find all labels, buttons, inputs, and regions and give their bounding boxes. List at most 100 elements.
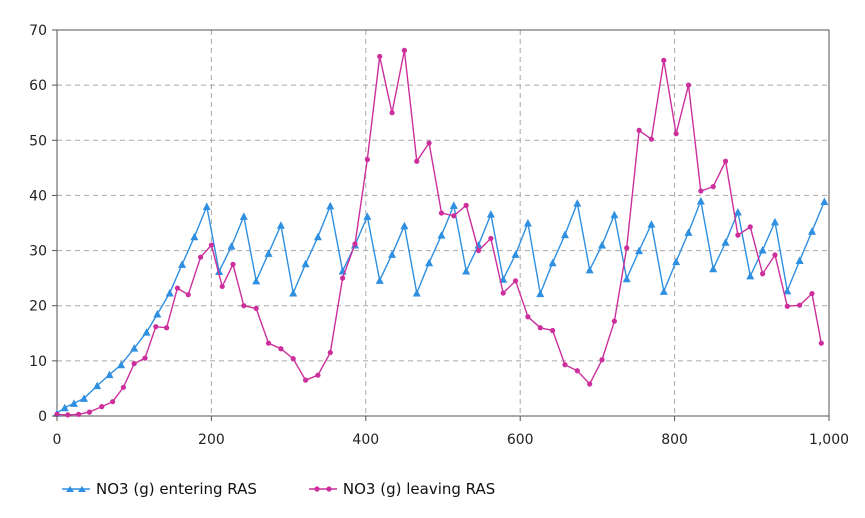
x-tick-label: 800: [661, 432, 688, 448]
series-1-point: [820, 197, 829, 205]
series-2-point: [525, 314, 531, 320]
series-2-point: [290, 356, 296, 362]
series-1-point: [462, 266, 471, 275]
series-1-point: [499, 275, 508, 283]
series-1-point: [808, 227, 817, 235]
series-2-point: [241, 303, 247, 309]
series-2-point: [109, 399, 116, 405]
series-1-point: [758, 246, 767, 254]
series-2-point: [253, 305, 259, 312]
series-1-point: [239, 212, 248, 220]
series-2-point: [587, 381, 593, 387]
chart-plot-svg: 0 10 20 30 40 50 60 70 0 200 400 600 800 1,000: [29, 23, 849, 448]
series-1-point: [60, 403, 69, 412]
series-1-point: [153, 309, 162, 318]
series-1-point: [412, 289, 421, 297]
series-2-point: [131, 361, 137, 367]
series-2-point: [414, 158, 420, 164]
series-2-point: [747, 224, 753, 230]
y-tick-label: 10: [29, 354, 47, 370]
series-2-point: [174, 285, 181, 291]
series-1-point: [80, 394, 89, 402]
x-tick-label: 0: [53, 432, 62, 448]
series-2-point: [99, 404, 105, 410]
series-1-point: [93, 381, 102, 390]
series-2-point: [611, 318, 617, 324]
series-2-point: [500, 290, 506, 296]
series-2-point: [142, 355, 148, 361]
series-1-point: [635, 246, 644, 255]
series-2-point: [488, 235, 494, 242]
series-1-point: [783, 286, 792, 295]
series-2-point: [278, 346, 284, 352]
series-1-point: [400, 221, 409, 230]
series-2-point: [265, 340, 272, 346]
series-2-point: [685, 82, 692, 88]
series-1-point: [449, 201, 458, 209]
series-2-point: [698, 188, 704, 194]
series-1-point: [142, 328, 151, 336]
series-2-point: [463, 202, 469, 208]
series-1-point: [202, 202, 211, 210]
series-1-point: [721, 238, 730, 246]
y-tick-label: 0: [38, 409, 47, 425]
series-1-point: [548, 258, 557, 267]
series-2-point: [537, 325, 543, 331]
series-1-point: [474, 241, 483, 249]
series-1-point: [425, 258, 434, 267]
series-layer: [53, 47, 829, 418]
series-2-point: [562, 362, 568, 368]
series-1-point: [130, 344, 139, 352]
series-1-point: [313, 232, 322, 241]
series-2-point: [809, 290, 815, 297]
series-1-point: [610, 210, 619, 219]
series-1-point: [573, 199, 582, 207]
y-tick-label: 50: [29, 133, 47, 149]
series-1-point: [437, 231, 446, 239]
x-tick-label: 400: [352, 432, 379, 448]
series-2-point: [818, 340, 824, 346]
series-1-point: [696, 196, 705, 205]
series-2-point: [512, 278, 519, 284]
series-1-point: [326, 201, 335, 210]
series-1-point: [276, 221, 285, 229]
legend-entry-series-2[interactable]: NO3 (g) leaving RAS: [308, 480, 495, 498]
series-2-point: [438, 210, 445, 216]
series-2-point: [120, 384, 126, 390]
series-2-point: [475, 247, 482, 254]
y-tick-label: 20: [29, 299, 47, 315]
series-1-point: [585, 265, 594, 274]
series-2-point: [164, 325, 170, 331]
x-tick-label: 1,000: [809, 432, 849, 448]
series-2-point: [401, 47, 407, 54]
series-2-point: [65, 412, 71, 418]
series-2-point: [315, 372, 321, 378]
series-1-point: [178, 260, 187, 268]
series-2-point: [230, 261, 236, 267]
triangle-marker-icon: [62, 486, 90, 492]
series-2-point: [197, 254, 204, 260]
series-2-point: [797, 302, 803, 308]
series-1-point: [388, 250, 397, 258]
axis-labels: 0 10 20 30 40 50 60 70 0 200 400 600 800 1,000: [29, 23, 849, 448]
series-1: [53, 196, 829, 417]
series-1-point: [709, 264, 718, 273]
series-1-point: [252, 276, 261, 285]
series-2-point: [574, 368, 580, 374]
series-2-point: [426, 140, 432, 146]
series-1-point: [301, 259, 310, 268]
series-2-point: [451, 213, 457, 219]
series-1-point: [560, 230, 569, 239]
series-1-point: [746, 271, 755, 280]
series-1-point: [363, 212, 372, 220]
series-1-point: [598, 241, 607, 249]
series-1-point: [770, 217, 779, 226]
series-1-point: [289, 289, 298, 297]
legend-entry-series-1[interactable]: NO3 (g) entering RAS: [62, 480, 257, 498]
series-2-point: [219, 283, 225, 290]
series-2-point: [735, 232, 741, 238]
chart-legend: NO3 (g) entering RAS NO3 (g) leaving RAS: [62, 480, 547, 498]
series-2-point: [185, 292, 191, 298]
circle-marker-icon: [308, 486, 337, 492]
